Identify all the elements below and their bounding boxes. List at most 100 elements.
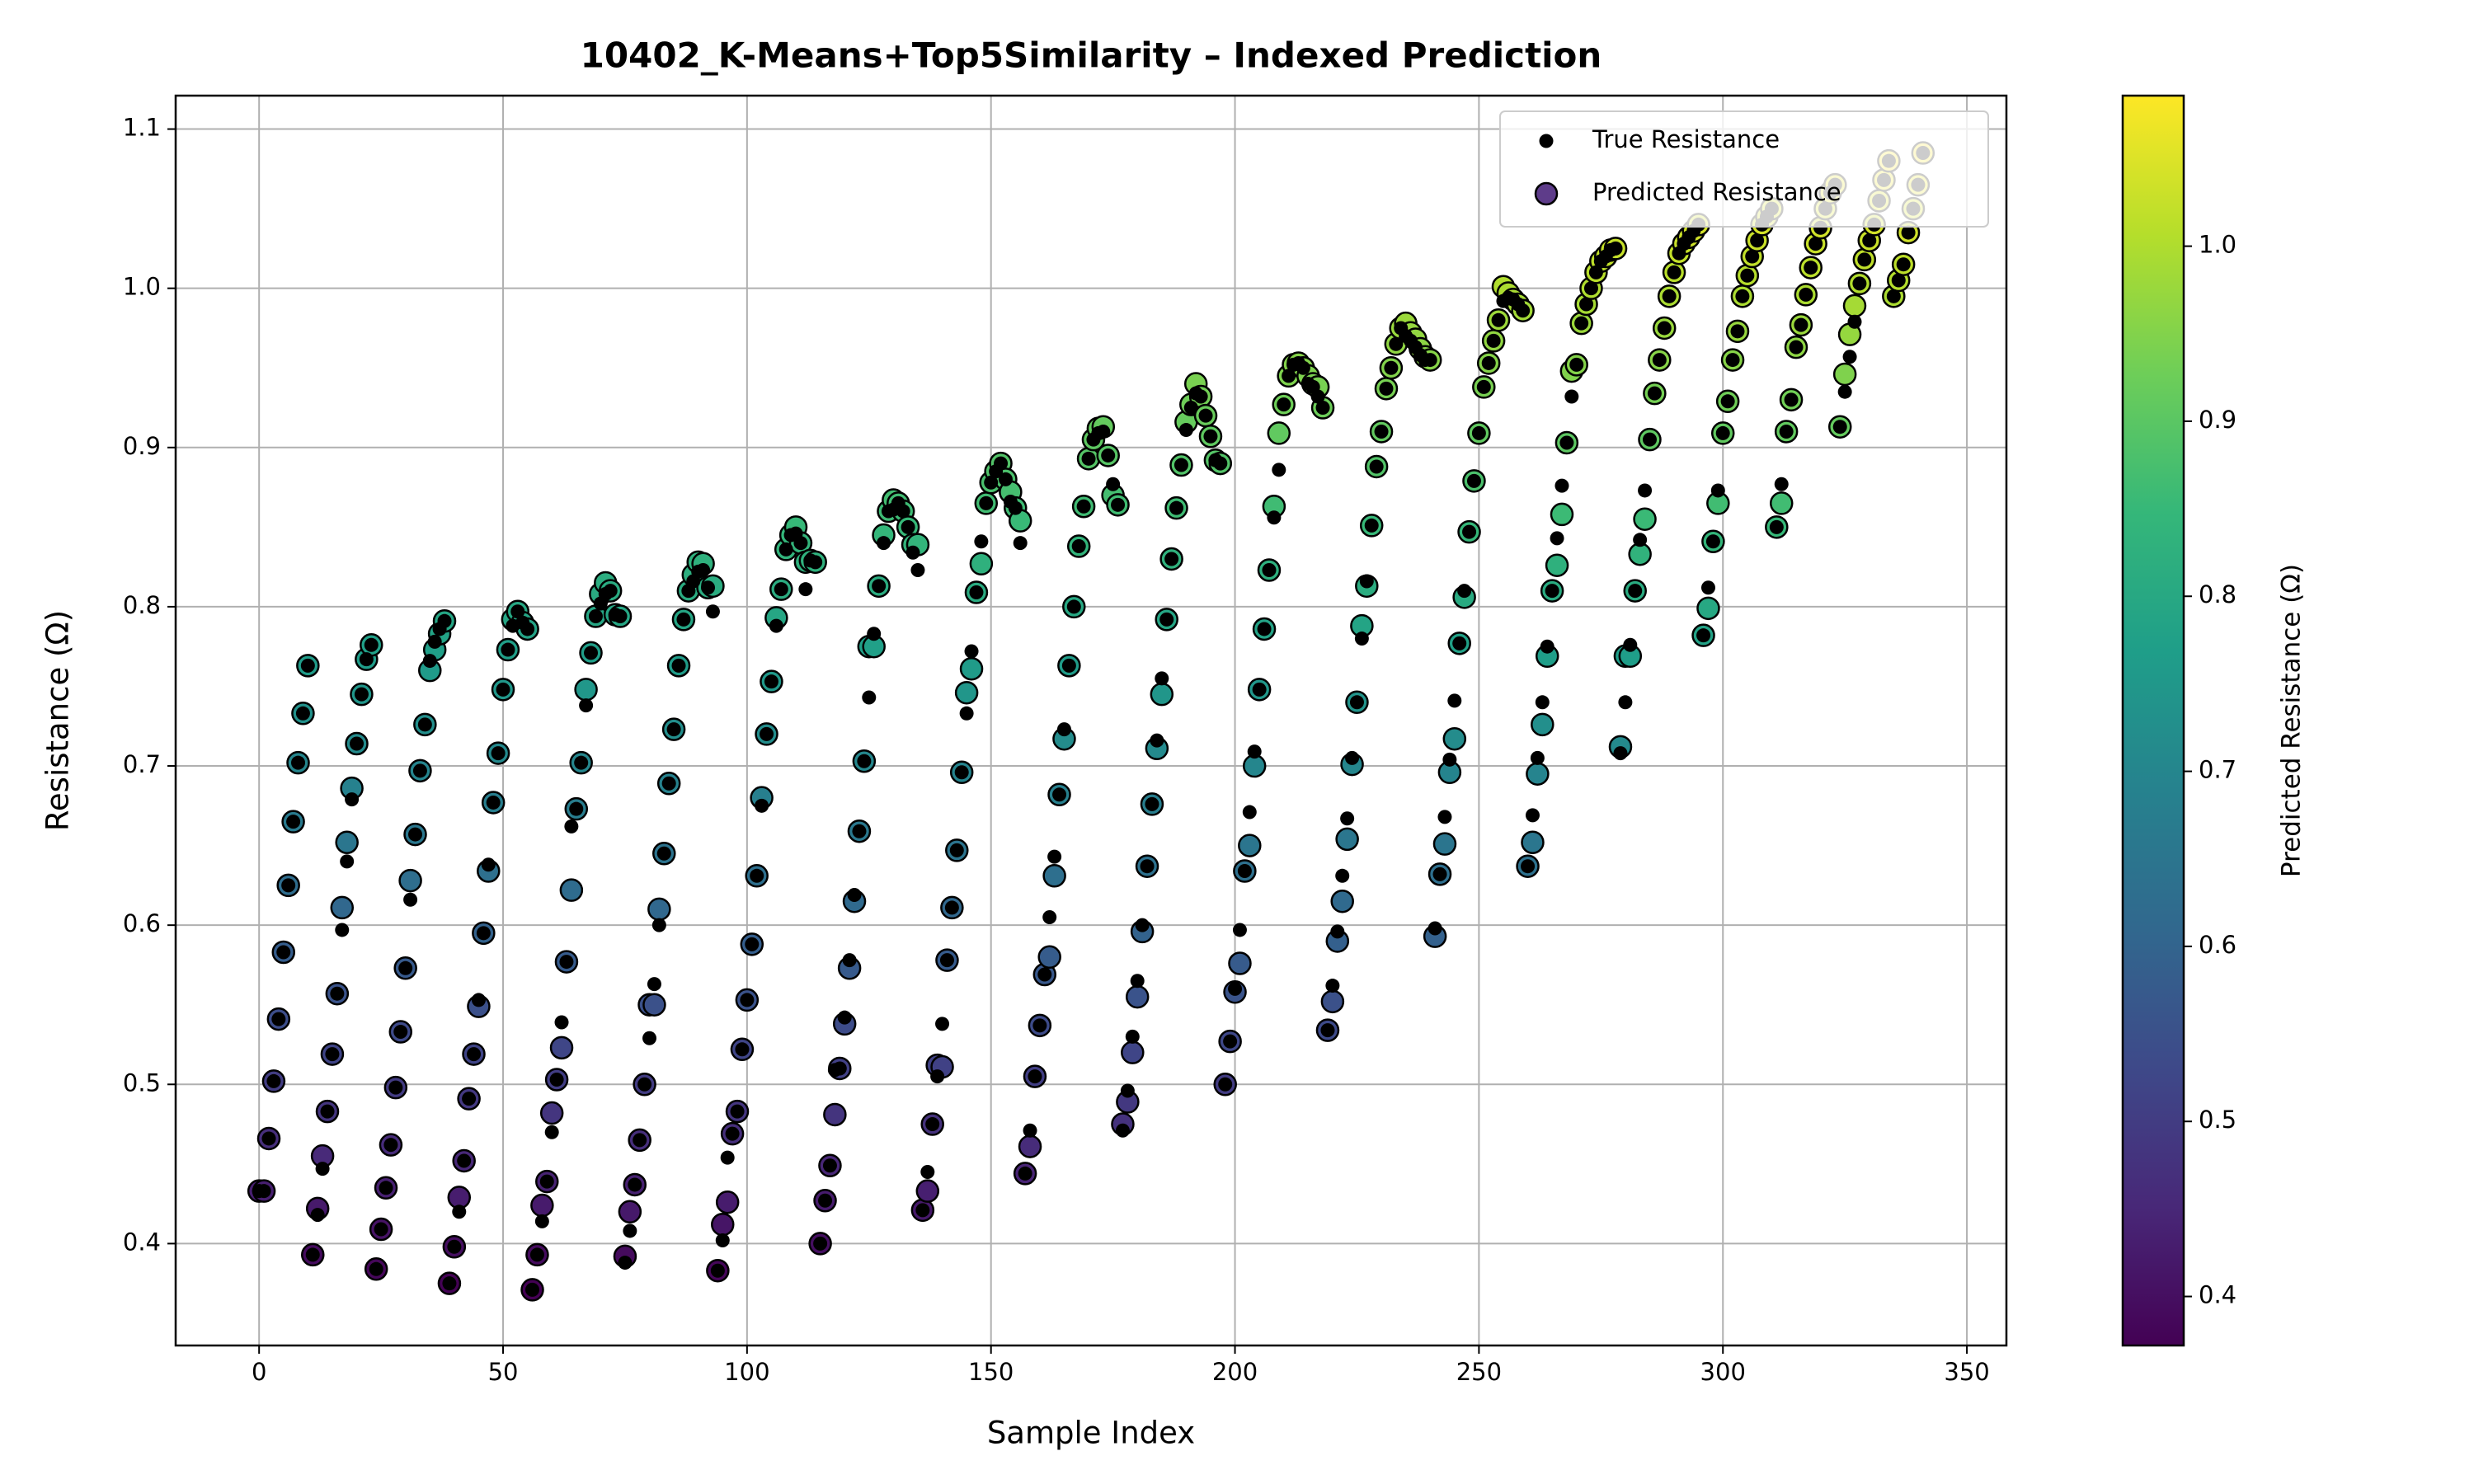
legend-label: Predicted Resistance — [1592, 178, 1841, 206]
point — [740, 993, 755, 1007]
point — [1633, 507, 1657, 531]
point — [305, 1247, 320, 1262]
point — [1794, 317, 1808, 332]
point — [920, 1164, 935, 1179]
point — [837, 1010, 852, 1025]
point — [1652, 353, 1667, 368]
point — [715, 1233, 730, 1248]
point — [1018, 1134, 1042, 1158]
point — [261, 1131, 276, 1146]
point — [345, 792, 360, 807]
point — [1081, 451, 1096, 466]
point — [1121, 1040, 1145, 1064]
point — [1633, 533, 1648, 547]
point — [1076, 499, 1091, 514]
y-tick-label: 0.6 — [123, 909, 161, 937]
point — [564, 819, 579, 834]
point — [481, 857, 496, 872]
point — [1531, 712, 1554, 737]
point — [1574, 316, 1589, 331]
point — [1169, 500, 1184, 515]
point — [915, 1179, 940, 1203]
point — [715, 1190, 740, 1214]
chart-title: 10402_K-Means+Top5Similarity – Indexed P… — [581, 35, 1602, 76]
point — [1545, 553, 1569, 577]
point — [949, 843, 964, 857]
point — [818, 1193, 833, 1208]
point — [1432, 832, 1457, 856]
colorbar-tick-label: 0.4 — [2199, 1281, 2236, 1309]
point — [1135, 918, 1150, 932]
point — [476, 926, 491, 941]
point — [1389, 336, 1404, 351]
point — [1705, 534, 1720, 549]
point — [1193, 389, 1208, 404]
point — [1267, 421, 1291, 445]
point — [1471, 425, 1486, 440]
point — [1262, 563, 1277, 578]
point — [1047, 849, 1062, 864]
point — [1618, 695, 1633, 710]
point — [1096, 424, 1111, 439]
legend-label: True Resistance — [1592, 125, 1780, 153]
point — [1213, 456, 1228, 471]
point — [403, 892, 418, 907]
point — [1559, 435, 1574, 450]
point — [569, 801, 584, 816]
point — [1442, 726, 1467, 751]
point — [539, 1101, 564, 1125]
point — [1608, 241, 1623, 256]
x-axis-label: Sample Index — [987, 1416, 1195, 1451]
colorbar-gradient — [2121, 94, 2185, 1347]
point — [1662, 289, 1677, 303]
point — [915, 1203, 930, 1218]
x-tick-label: 50 — [488, 1358, 519, 1386]
point — [603, 584, 618, 599]
point — [408, 827, 423, 842]
point — [760, 726, 774, 741]
y-tick-label: 0.8 — [123, 591, 161, 619]
point — [1466, 473, 1481, 488]
point — [954, 680, 979, 705]
point — [1423, 353, 1437, 368]
point — [755, 798, 769, 813]
point — [1526, 762, 1550, 786]
point — [300, 658, 315, 673]
point — [901, 519, 915, 534]
point — [1267, 510, 1282, 525]
point — [1886, 289, 1901, 303]
point — [471, 993, 486, 1007]
point — [1525, 808, 1540, 823]
point — [574, 678, 598, 702]
point — [447, 1239, 462, 1254]
point — [705, 604, 720, 619]
point — [350, 736, 365, 751]
point — [1155, 671, 1169, 686]
point — [998, 472, 1013, 486]
point — [369, 1261, 383, 1276]
point — [969, 585, 984, 600]
x-tick-label: 150 — [968, 1358, 1014, 1386]
point — [1130, 974, 1145, 989]
point — [764, 674, 778, 689]
point — [1198, 408, 1213, 423]
point — [1554, 478, 1569, 493]
point — [813, 1236, 828, 1251]
point — [1564, 389, 1579, 404]
point — [462, 1092, 477, 1106]
point — [1427, 921, 1442, 936]
point — [1056, 722, 1071, 737]
point — [666, 722, 681, 737]
point — [1120, 1083, 1135, 1098]
point — [1862, 233, 1877, 248]
colorbar-label: Predicted Resistance (Ω) — [2277, 564, 2307, 877]
point — [1462, 524, 1477, 539]
point — [1320, 989, 1345, 1014]
point — [618, 1256, 633, 1270]
point — [1521, 859, 1536, 874]
point — [974, 534, 989, 549]
point — [623, 1223, 637, 1238]
point — [823, 1102, 847, 1127]
point — [925, 1117, 940, 1132]
